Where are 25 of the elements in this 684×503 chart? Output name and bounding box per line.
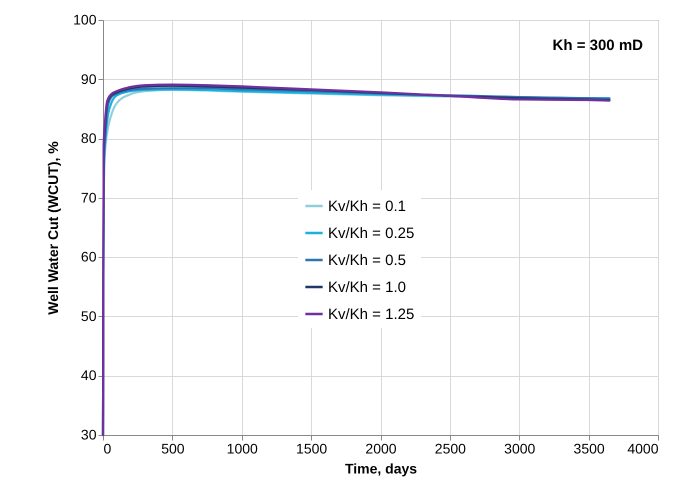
y-tick-label: 70 (80, 189, 97, 206)
legend-label: Kv/Kh = 0.25 (328, 225, 414, 242)
x-tick-label: 1500 (296, 440, 328, 456)
y-tick-label: 40 (80, 367, 97, 384)
x-tick-label: 3500 (574, 440, 605, 456)
x-axis-title: Time, days (344, 460, 418, 476)
y-axis-title: Well Water Cut (WCUT), % (45, 140, 62, 315)
legend-label: Kv/Kh = 1.25 (328, 306, 414, 323)
x-tick-label: 2500 (434, 440, 466, 456)
x-tick-label: 4000 (627, 440, 659, 456)
legend-label: Kv/Kh = 0.5 (328, 252, 406, 269)
x-tick-label: 500 (161, 440, 185, 456)
y-tick-label: 100 (73, 12, 97, 28)
y-tick-label: 60 (80, 248, 97, 265)
y-tick-label: 80 (80, 130, 97, 146)
y-tick-label: 50 (80, 308, 97, 324)
x-tick-label: 3000 (504, 440, 536, 456)
legend-label: Kv/Kh = 0.1 (328, 198, 406, 215)
legend-label: Kv/Kh = 1.0 (328, 279, 406, 296)
y-tick-label: 30 (80, 426, 97, 442)
x-tick-label: 1000 (226, 440, 258, 456)
y-tick-label: 90 (80, 70, 97, 87)
x-tick-label: 0 (104, 440, 112, 456)
annotation: Kh = 300 mD (552, 37, 644, 54)
x-tick-label: 2000 (365, 440, 397, 456)
